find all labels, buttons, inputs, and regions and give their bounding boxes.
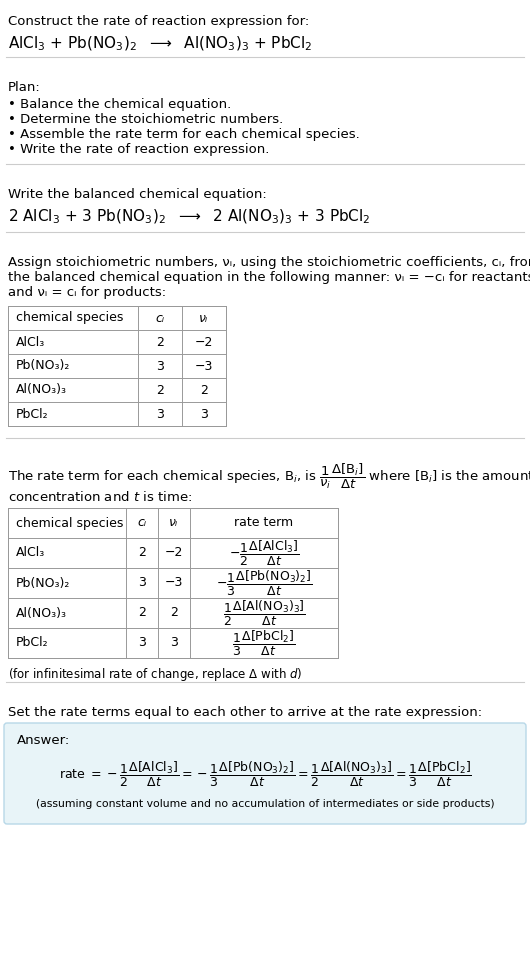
Text: AlCl$_3$ + Pb(NO$_3$)$_2$  $\longrightarrow$  Al(NO$_3$)$_3$ + PbCl$_2$: AlCl$_3$ + Pb(NO$_3$)$_2$ $\longrightarr… — [8, 35, 313, 53]
Text: 2: 2 — [138, 607, 146, 619]
Text: AlCl₃: AlCl₃ — [16, 547, 45, 560]
Text: chemical species: chemical species — [16, 516, 123, 529]
Text: Pb(NO₃)₂: Pb(NO₃)₂ — [16, 576, 70, 590]
Text: • Assemble the rate term for each chemical species.: • Assemble the rate term for each chemic… — [8, 128, 360, 141]
Text: concentration and $t$ is time:: concentration and $t$ is time: — [8, 490, 192, 504]
Text: • Determine the stoichiometric numbers.: • Determine the stoichiometric numbers. — [8, 113, 283, 126]
Text: chemical species: chemical species — [16, 312, 123, 324]
Text: The rate term for each chemical species, B$_i$, is $\dfrac{1}{\nu_i}\dfrac{\Delt: The rate term for each chemical species,… — [8, 462, 530, 491]
Text: PbCl₂: PbCl₂ — [16, 636, 49, 650]
Text: 3: 3 — [138, 636, 146, 650]
Text: (assuming constant volume and no accumulation of intermediates or side products): (assuming constant volume and no accumul… — [36, 799, 494, 809]
Text: 3: 3 — [138, 576, 146, 590]
Text: (for infinitesimal rate of change, replace $\Delta$ with $d$): (for infinitesimal rate of change, repla… — [8, 666, 303, 683]
Text: the balanced chemical equation in the following manner: νᵢ = −cᵢ for reactants: the balanced chemical equation in the fo… — [8, 271, 530, 284]
Text: Set the rate terms equal to each other to arrive at the rate expression:: Set the rate terms equal to each other t… — [8, 706, 482, 719]
Text: 2: 2 — [170, 607, 178, 619]
Text: rate $= -\dfrac{1}{2}\dfrac{\Delta[\mathrm{AlCl_3}]}{\Delta t} = -\dfrac{1}{3}\d: rate $= -\dfrac{1}{2}\dfrac{\Delta[\math… — [58, 760, 472, 789]
Text: νᵢ: νᵢ — [170, 516, 179, 529]
Text: Answer:: Answer: — [17, 734, 70, 747]
Text: • Balance the chemical equation.: • Balance the chemical equation. — [8, 98, 231, 111]
Text: $-\dfrac{1}{2}\dfrac{\Delta[\mathrm{AlCl_3}]}{\Delta t}$: $-\dfrac{1}{2}\dfrac{\Delta[\mathrm{AlCl… — [229, 538, 299, 567]
Text: 2: 2 — [138, 547, 146, 560]
Text: Plan:: Plan: — [8, 81, 41, 94]
Text: Al(NO₃)₃: Al(NO₃)₃ — [16, 383, 67, 397]
Text: 3: 3 — [156, 360, 164, 372]
Text: −2: −2 — [195, 335, 213, 349]
Text: $\dfrac{1}{3}\dfrac{\Delta[\mathrm{PbCl_2}]}{\Delta t}$: $\dfrac{1}{3}\dfrac{\Delta[\mathrm{PbCl_… — [232, 628, 296, 658]
Text: −3: −3 — [195, 360, 213, 372]
Text: νᵢ: νᵢ — [199, 312, 209, 324]
Text: 3: 3 — [156, 408, 164, 420]
Text: Write the balanced chemical equation:: Write the balanced chemical equation: — [8, 188, 267, 201]
Text: 3: 3 — [170, 636, 178, 650]
Text: −2: −2 — [165, 547, 183, 560]
Text: Al(NO₃)₃: Al(NO₃)₃ — [16, 607, 67, 619]
Text: Pb(NO₃)₂: Pb(NO₃)₂ — [16, 360, 70, 372]
Text: AlCl₃: AlCl₃ — [16, 335, 45, 349]
Text: cᵢ: cᵢ — [155, 312, 164, 324]
Text: 3: 3 — [200, 408, 208, 420]
Text: $-\dfrac{1}{3}\dfrac{\Delta[\mathrm{Pb(NO_3)_2}]}{\Delta t}$: $-\dfrac{1}{3}\dfrac{\Delta[\mathrm{Pb(N… — [216, 568, 312, 598]
Text: and νᵢ = cᵢ for products:: and νᵢ = cᵢ for products: — [8, 286, 166, 299]
Text: cᵢ: cᵢ — [137, 516, 147, 529]
Bar — [8, 508, 338, 658]
Bar — [8, 306, 226, 426]
Text: 2: 2 — [200, 383, 208, 397]
Text: rate term: rate term — [234, 516, 294, 529]
Text: $\dfrac{1}{2}\dfrac{\Delta[\mathrm{Al(NO_3)_3}]}{\Delta t}$: $\dfrac{1}{2}\dfrac{\Delta[\mathrm{Al(NO… — [223, 599, 305, 627]
Text: PbCl₂: PbCl₂ — [16, 408, 49, 420]
Text: • Write the rate of reaction expression.: • Write the rate of reaction expression. — [8, 143, 269, 156]
FancyBboxPatch shape — [4, 723, 526, 824]
Text: −3: −3 — [165, 576, 183, 590]
Text: 2: 2 — [156, 335, 164, 349]
Text: 2: 2 — [156, 383, 164, 397]
Text: Construct the rate of reaction expression for:: Construct the rate of reaction expressio… — [8, 15, 309, 28]
Text: 2 AlCl$_3$ + 3 Pb(NO$_3$)$_2$  $\longrightarrow$  2 Al(NO$_3$)$_3$ + 3 PbCl$_2$: 2 AlCl$_3$ + 3 Pb(NO$_3$)$_2$ $\longrigh… — [8, 208, 370, 226]
Text: Assign stoichiometric numbers, νᵢ, using the stoichiometric coefficients, cᵢ, fr: Assign stoichiometric numbers, νᵢ, using… — [8, 256, 530, 269]
